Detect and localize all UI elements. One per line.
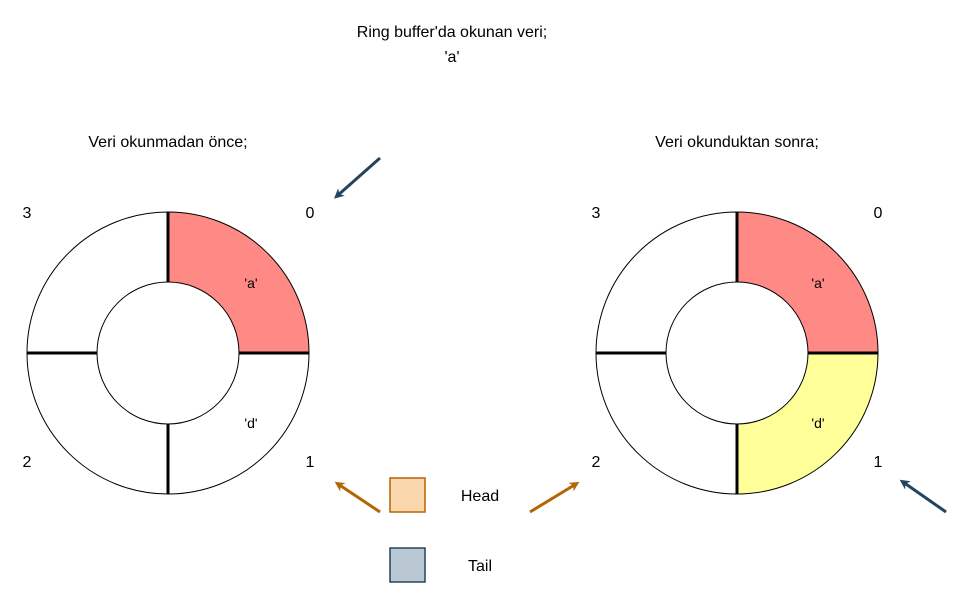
title-line-1: Ring buffer'da okunan veri; [357,24,547,41]
after-slot-3 [595,211,738,354]
tail-arrow-after [899,479,947,514]
before-index-0: 0 [306,205,315,222]
after-slot-0 [736,211,879,354]
before-caption: Veri okunmadan önce; [88,134,247,151]
head-arrow-before [334,481,381,514]
head-arrow-after [529,481,580,514]
before-index-3: 3 [23,205,32,222]
before-index-2: 2 [23,454,32,471]
before-slot-3 [26,211,169,354]
after-slot-1 [736,352,879,495]
before-slot-0-value: 'a' [244,275,257,291]
legend-tail-swatch [389,547,426,583]
after-slot-1-value: 'd' [811,415,824,431]
after-caption: Veri okunduktan sonra; [655,134,819,151]
before-slot-2 [26,352,169,495]
after-index-2: 2 [592,454,601,471]
legend-head-swatch [389,477,426,513]
before-index-1: 1 [306,454,315,471]
legend-head-label: Head [461,488,499,505]
legend: Head Tail [389,477,499,583]
before-slot-1 [167,352,310,495]
after-slot-0-value: 'a' [811,275,824,291]
after-index-1: 1 [874,454,883,471]
tail-arrow-before [334,156,381,199]
before-slot-0 [167,211,310,354]
title-line-2: 'a' [444,49,459,66]
ring-before: 'a' 'd' [26,211,310,495]
legend-tail-label: Tail [468,558,492,575]
after-index-0: 0 [874,205,883,222]
ring-after: 'a' 'd' [595,211,879,495]
after-index-3: 3 [592,205,601,222]
after-slot-2 [595,352,738,495]
before-slot-1-value: 'd' [244,415,257,431]
